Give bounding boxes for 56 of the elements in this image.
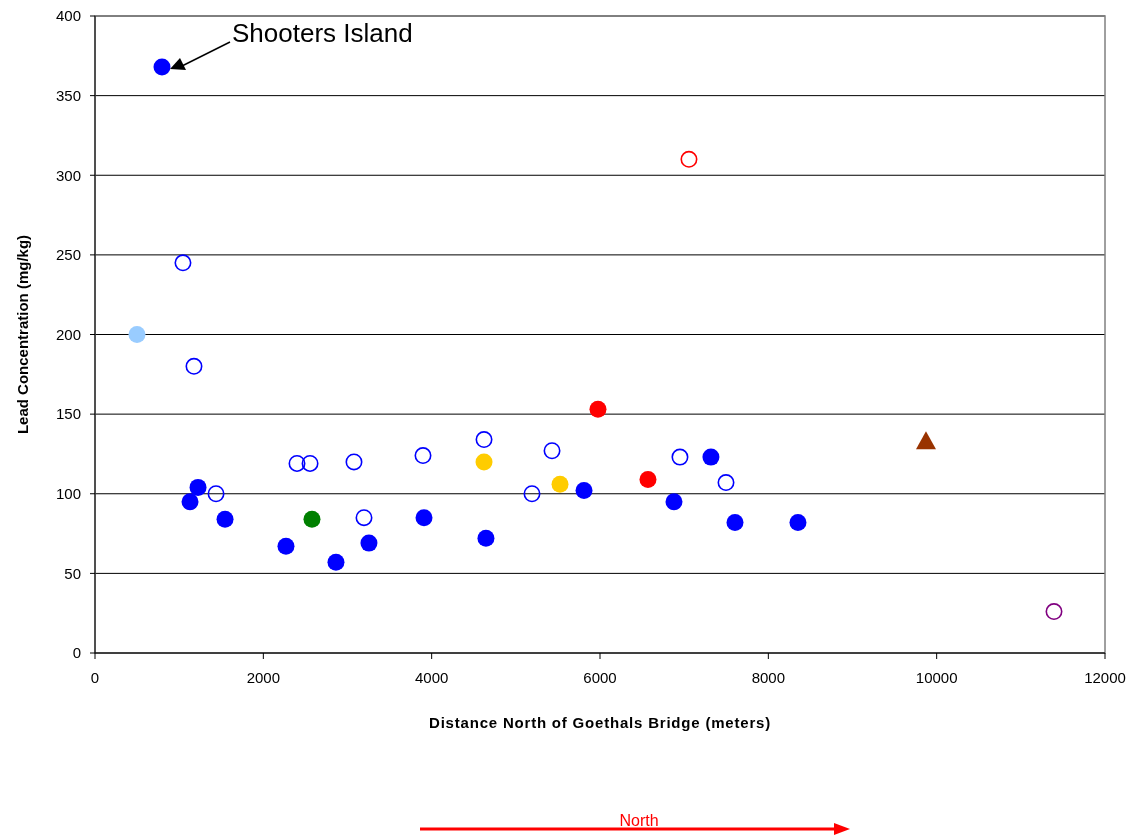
point [1045,603,1063,621]
x-axis-title: Distance North of Goethals Bridge (meters) [429,714,771,731]
y-tick-label: 250 [55,246,81,264]
point [174,254,192,272]
point [128,326,146,343]
y-tick-label: 100 [55,485,81,502]
y-tick-label: 150 [55,405,81,423]
x-tick-label: 8000 [751,669,786,686]
y-tick-label: 0 [72,644,81,662]
point [717,474,735,492]
x-tick-label: 6000 [583,669,617,686]
point [671,448,689,466]
point [477,529,495,547]
point [185,357,203,375]
point [189,478,207,496]
point [789,513,807,531]
point [575,482,593,500]
point [702,448,720,466]
point [207,485,225,503]
annotation: Shooters Island [232,17,413,48]
point [415,509,433,527]
y-tick-label: 300 [55,166,81,184]
point [360,534,378,552]
point [475,431,493,449]
point [345,453,363,471]
point [726,513,744,531]
point [589,400,607,418]
point [543,442,561,460]
point [639,470,657,488]
point [475,453,493,471]
point [665,493,683,511]
point [181,493,199,511]
point [915,431,936,450]
point [523,485,541,503]
point [680,150,698,168]
y-tick-label: 50 [64,564,81,582]
point [327,553,345,571]
point [277,537,295,555]
x-tick-label: 4000 [414,669,449,686]
point [551,475,569,493]
x-tick-label: 12000 [1084,669,1126,686]
y-tick-label: 200 [55,325,81,343]
x-tick-label: 2000 [246,669,281,686]
point [216,510,234,528]
text: North [619,812,659,829]
y-axis-title: Lead Concentration (mg/kg) [14,234,31,435]
x-tick-label: 10000 [915,669,958,686]
point [414,447,432,465]
point [301,454,319,472]
x-tick-label: 0 [90,669,100,686]
point [303,510,321,528]
y-tick-label: 400 [55,7,81,25]
point [288,454,306,472]
point [355,509,373,527]
point [153,58,171,76]
y-tick-label: 350 [55,86,81,104]
